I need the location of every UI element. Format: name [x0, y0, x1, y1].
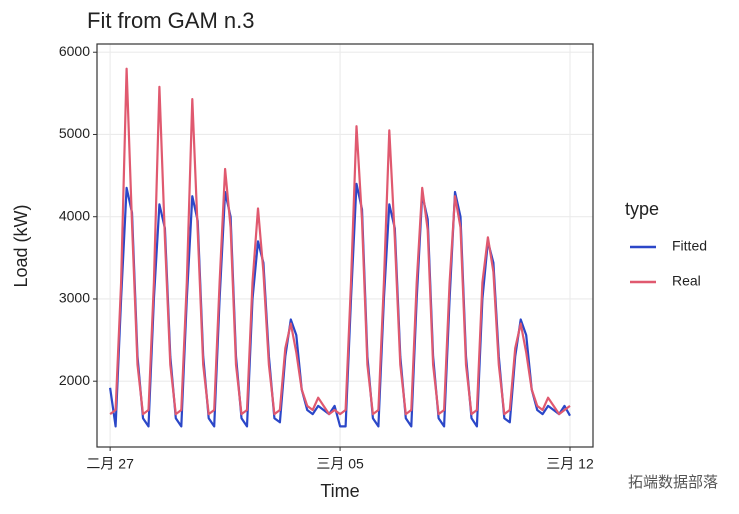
y-tick-label: 5000: [59, 125, 90, 141]
legend-label: Fitted: [672, 238, 707, 254]
y-tick-label: 4000: [59, 207, 90, 223]
x-tick-label: 三月 05: [316, 456, 364, 472]
watermark: 拓端数据部落: [628, 474, 718, 491]
legend-title: type: [625, 199, 659, 219]
y-axis-label: Load (kW): [11, 204, 31, 287]
y-tick-label: 3000: [59, 290, 90, 306]
series-line: [109, 67, 571, 416]
legend-label: Real: [672, 273, 701, 289]
x-tick-label: 三月 12: [546, 456, 594, 472]
y-tick-label: 6000: [59, 43, 90, 59]
x-axis-label: Time: [320, 481, 359, 501]
chart-title: Fit from GAM n.3: [87, 8, 254, 33]
y-tick-label: 2000: [59, 372, 90, 388]
x-tick-label: 二月 27: [86, 456, 134, 472]
plot-border: [96, 43, 594, 448]
